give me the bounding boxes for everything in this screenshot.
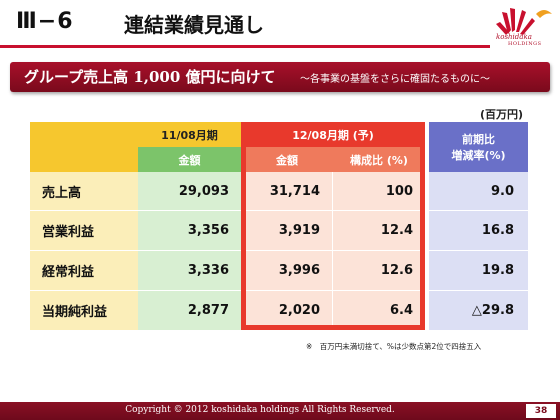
operating-profit-fy12: 3,919 bbox=[241, 211, 333, 251]
sales-fy11: 29,093 bbox=[138, 172, 241, 211]
fy12-amount-header: 金額 bbox=[241, 147, 333, 172]
row-label-operating-profit: 営業利益 bbox=[30, 211, 138, 251]
row-label-ordinary-profit: 経常利益 bbox=[30, 251, 138, 291]
logo-wordmark: koshidaka bbox=[496, 33, 532, 41]
fy11-amount-header: 金額 bbox=[138, 147, 241, 172]
net-income-change: △29.8 bbox=[429, 291, 528, 330]
slide-header: Ⅲ−6 連結業績見通し koshidaka HOLDINGS bbox=[0, 0, 560, 50]
ordinary-profit-ratio: 12.6 bbox=[333, 251, 425, 291]
fy12-period-header: 12/08月期 (予) bbox=[241, 122, 425, 147]
page-number: 38 bbox=[526, 404, 556, 418]
net-income-ratio: 6.4 bbox=[333, 291, 425, 330]
forecast-table: 11/08月期 金額 12/08月期 (予) 金額 構成比 (%) 前期比 増減… bbox=[30, 122, 528, 330]
header-divider bbox=[0, 45, 490, 48]
koshidaka-logo-icon bbox=[496, 8, 552, 35]
ordinary-profit-fy11: 3,336 bbox=[138, 251, 241, 291]
logo-subtext: HOLDINGS bbox=[508, 41, 542, 47]
sales-ratio: 100 bbox=[333, 172, 425, 211]
footer-bar bbox=[0, 402, 560, 420]
page-title: 連結業績見通し bbox=[124, 13, 264, 37]
sales-change: 9.0 bbox=[429, 172, 528, 211]
row-label-sales: 売上高 bbox=[30, 172, 138, 211]
banner-subtitle: 〜各事業の基盤をさらに確固たるものに〜 bbox=[300, 74, 490, 85]
section-number: Ⅲ−6 bbox=[16, 9, 74, 34]
operating-profit-fy11: 3,356 bbox=[138, 211, 241, 251]
change-header: 前期比 増減率(%) bbox=[429, 122, 528, 172]
net-income-fy12: 2,020 bbox=[241, 291, 333, 330]
banner-main-text: グループ売上高 1,000 億円に向けて bbox=[24, 68, 276, 86]
footnote: ※ 百万円未満切捨て、%は少数点第2位で四捨五入 bbox=[306, 342, 482, 351]
net-income-fy11: 2,877 bbox=[138, 291, 241, 330]
change-header-line2: 増減率(%) bbox=[451, 149, 506, 162]
row-label-net-income: 当期純利益 bbox=[30, 291, 138, 330]
corner-cell bbox=[30, 122, 138, 172]
fy11-period-header: 11/08月期 bbox=[138, 122, 241, 147]
ordinary-profit-fy12: 3,996 bbox=[241, 251, 333, 291]
copyright-text: Copyright © 2012 koshidaka holdings All … bbox=[125, 405, 395, 415]
unit-label: (百万円) bbox=[480, 108, 524, 121]
change-header-line1: 前期比 bbox=[462, 133, 495, 146]
ordinary-profit-change: 19.8 bbox=[429, 251, 528, 291]
sales-fy12: 31,714 bbox=[241, 172, 333, 211]
operating-profit-change: 16.8 bbox=[429, 211, 528, 251]
title-banner: グループ売上高 1,000 億円に向けて 〜各事業の基盤をさらに確固たるものに〜 bbox=[10, 62, 550, 92]
operating-profit-ratio: 12.4 bbox=[333, 211, 425, 251]
fy12-ratio-header: 構成比 (%) bbox=[333, 147, 425, 172]
